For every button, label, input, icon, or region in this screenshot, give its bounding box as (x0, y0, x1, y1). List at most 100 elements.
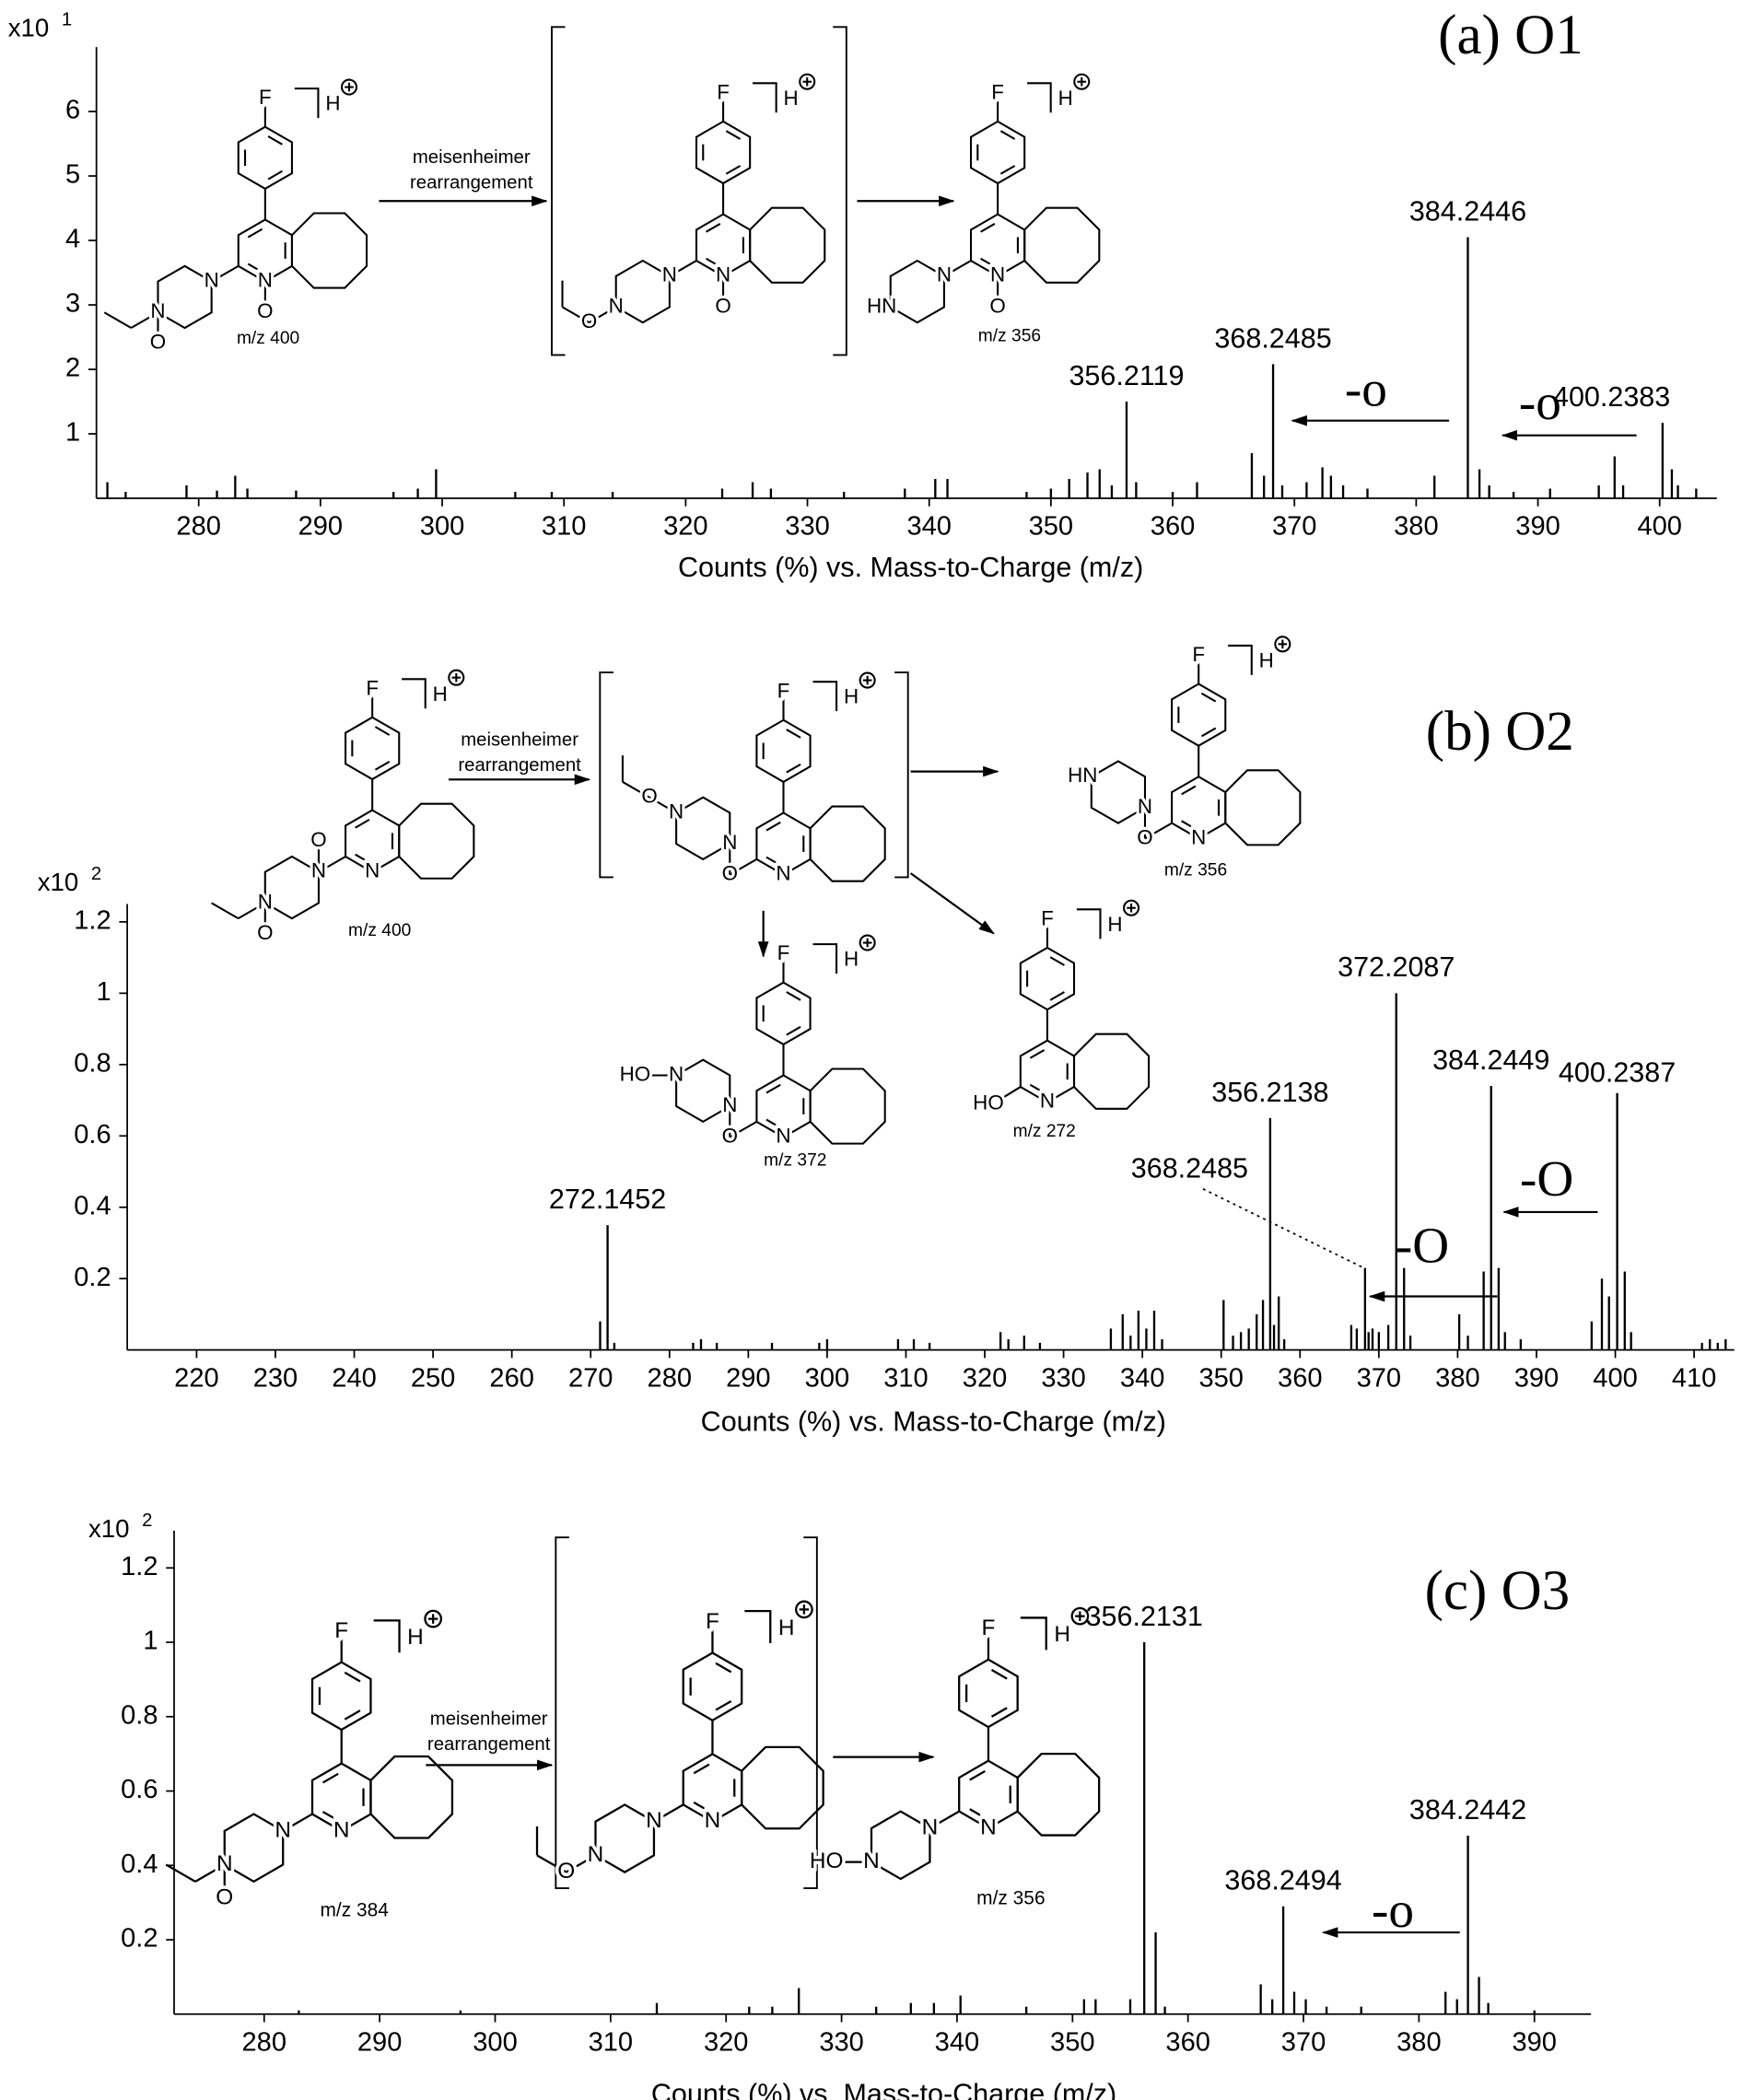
bond (165, 1863, 196, 1883)
ring (1019, 946, 1076, 1011)
x-axis-title: Counts (%) vs. Mass-to-Charge (m/z) (701, 1406, 1166, 1438)
atom-label: O (216, 1885, 233, 1910)
atom-label: N (275, 1817, 291, 1842)
charge-label: H (778, 1616, 795, 1640)
x-tick-label: 400 (1637, 512, 1682, 542)
bond (318, 856, 346, 873)
x-tick-label: 250 (411, 1363, 455, 1393)
charge-sign (859, 671, 876, 689)
ring (749, 206, 826, 284)
y-tick-label: 1.2 (121, 1552, 158, 1581)
peak-label: 272.1452 (549, 1184, 666, 1215)
bond (969, 1769, 986, 1781)
panel-title: (c) O3 (1425, 1560, 1571, 1622)
atom-label: N (922, 1814, 939, 1839)
bond (786, 729, 801, 739)
ring (1090, 760, 1147, 824)
bond (267, 135, 283, 146)
atom-label: F (706, 1609, 719, 1634)
bond (536, 1854, 567, 1873)
atom-label: O (722, 1125, 738, 1148)
bond (729, 858, 757, 876)
bond (786, 763, 801, 774)
charge-bracket (402, 678, 426, 709)
x-tick-label: 340 (935, 2027, 980, 2057)
charge-sign (795, 1600, 813, 1619)
atom-label: N (980, 1814, 997, 1839)
peak-label: 356.2131 (1086, 1601, 1203, 1632)
atom-label: N (258, 890, 273, 913)
x-tick-label: 330 (1041, 1363, 1086, 1393)
atom-label: N (588, 1842, 604, 1867)
bond (969, 1808, 986, 1819)
bond (943, 260, 972, 277)
x-tick-label: 380 (1435, 1363, 1479, 1393)
structure: F N N N HO Hm/z 356 (806, 1606, 1101, 1908)
atom-label: F (991, 80, 1004, 103)
structure: F N HO Hm/z 272 (970, 899, 1151, 1141)
y-tick-label: 0.4 (74, 1191, 111, 1220)
atom-label: O (557, 1859, 575, 1884)
atom-label: N (1040, 1090, 1055, 1113)
x-tick-label: 330 (819, 2027, 864, 2057)
charge-label: H (407, 1625, 424, 1650)
bond (653, 1803, 684, 1823)
x-tick-label: 390 (1515, 512, 1560, 542)
bond (355, 819, 370, 829)
bond (765, 1083, 781, 1094)
bracket (803, 1536, 818, 1890)
charge-label: H (1058, 87, 1073, 110)
charge-bracket (373, 1619, 401, 1653)
bond (561, 306, 590, 324)
atom-label: N (333, 1817, 350, 1842)
y-tick-label: 0.2 (121, 1924, 158, 1954)
x-tick-label: 330 (785, 512, 830, 542)
peak-label: 384.2446 (1409, 195, 1526, 227)
bond (765, 821, 781, 832)
ring (614, 259, 671, 324)
y-tick-label: 0.4 (121, 1849, 158, 1879)
atom-label: F (1041, 906, 1054, 929)
y-exponent: 2 (91, 864, 101, 884)
bond (980, 257, 996, 268)
atom-label: N (669, 1062, 684, 1085)
bond (282, 1813, 313, 1832)
arrow-label: rearrangement (410, 173, 533, 193)
charge-bracket (1027, 82, 1052, 113)
charge-sign (859, 934, 876, 951)
bond (999, 130, 1016, 140)
bond (715, 1662, 732, 1674)
bond (765, 1118, 781, 1129)
atom-label: HN (867, 294, 896, 317)
atom-label: O (715, 294, 730, 317)
atom-label: N (937, 263, 952, 286)
x-tick-label: 240 (332, 1363, 377, 1393)
bond (103, 311, 132, 329)
x-tick-label: 400 (1593, 1363, 1638, 1393)
x-tick-label: 310 (542, 512, 586, 542)
ring (1224, 769, 1302, 846)
ring (682, 1651, 743, 1722)
x-tick-label: 340 (1120, 1363, 1165, 1393)
bond (715, 1699, 732, 1711)
x-tick-label: 370 (1281, 2027, 1326, 2057)
x-tick-label: 350 (1029, 512, 1074, 542)
atom-label: O (257, 921, 273, 944)
atom-label: N (609, 294, 624, 317)
x-tick-label: 300 (805, 1363, 850, 1393)
bond (1144, 822, 1173, 840)
charge-sign (1123, 899, 1140, 916)
x-tick-label: 350 (1198, 1363, 1244, 1393)
bond (344, 1671, 361, 1683)
peak-label: 384.2449 (1432, 1044, 1549, 1076)
bond (725, 165, 742, 175)
bracket (551, 26, 566, 356)
y-tick-label: 0.8 (121, 1700, 158, 1730)
charge-bracket (1020, 1616, 1047, 1651)
x-tick-label: 300 (473, 2027, 518, 2057)
atom-label: N (776, 1125, 790, 1148)
bond (706, 223, 721, 233)
atom-label: O (257, 299, 273, 322)
